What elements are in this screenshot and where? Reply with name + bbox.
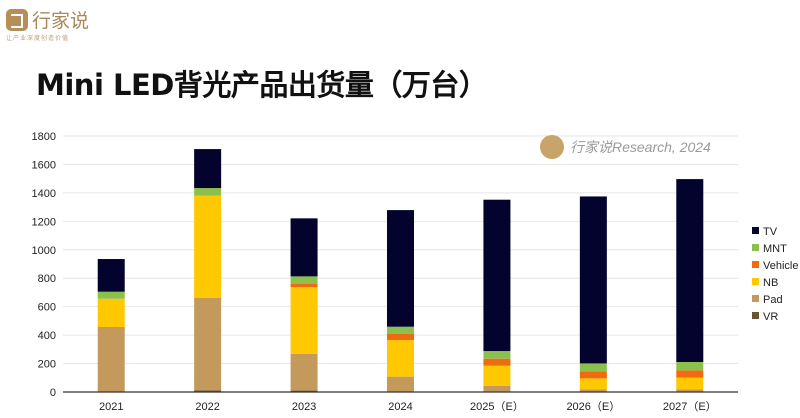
x-tick-label: 2022	[195, 401, 219, 413]
bar-nb	[483, 365, 511, 386]
legend-swatch	[752, 244, 759, 251]
x-tick-label: 2021	[99, 401, 123, 413]
chart-title: Mini LED背光产品出货量（万台）	[36, 68, 488, 102]
y-tick-label: 800	[38, 273, 56, 285]
watermark: 行家说Research, 2024	[540, 135, 711, 159]
bar-tv	[194, 149, 222, 189]
legend-label: Pad	[763, 294, 783, 306]
bar-pad	[194, 297, 222, 391]
legend-label: NB	[763, 277, 778, 289]
legend-label: TV	[763, 226, 778, 238]
bar-mnt	[483, 351, 511, 359]
bar-mnt	[194, 188, 222, 196]
watermark-logo-icon	[540, 135, 564, 159]
legend-label: Vehicle	[763, 260, 798, 272]
legend-swatch	[752, 312, 759, 319]
bar-tv	[579, 196, 607, 364]
bar-vehicle	[676, 370, 704, 378]
bar-vehicle	[483, 358, 511, 366]
brand-slogan: 让产业深度创造价值	[6, 36, 70, 42]
bar-tv	[97, 259, 125, 292]
brand-name: 行家说	[32, 10, 90, 32]
watermark-text: 行家说Research, 2024	[570, 139, 711, 155]
y-tick-label: 0	[50, 387, 56, 399]
legend-label: MNT	[763, 243, 787, 255]
x-tick-label: 2024	[388, 401, 412, 413]
x-tick-label: 2027（E）	[663, 400, 717, 413]
bar-vr	[290, 390, 318, 392]
legend-label: VR	[763, 311, 778, 323]
bar-nb	[676, 377, 704, 390]
bar-vehicle	[387, 333, 414, 341]
legend-swatch	[752, 261, 759, 268]
bar-nb	[290, 287, 318, 354]
y-tick-label: 400	[38, 330, 56, 342]
bar-nb	[579, 378, 607, 390]
x-tick-label: 2023	[292, 401, 316, 413]
legend-swatch	[752, 278, 759, 285]
y-tick-label: 1400	[32, 188, 56, 200]
bar-nb	[387, 340, 414, 377]
bar-tv	[483, 199, 511, 352]
y-tick-label: 600	[38, 302, 56, 314]
y-tick-label: 200	[38, 359, 56, 371]
logo-icon	[6, 8, 28, 31]
legend-swatch	[752, 295, 759, 302]
y-tick-label: 1600	[32, 159, 56, 171]
bar-vr	[194, 390, 222, 392]
bar-pad	[579, 389, 607, 392]
bar-mnt	[579, 363, 607, 372]
bar-nb	[194, 195, 222, 298]
y-tick-label: 1000	[32, 245, 56, 257]
bar-pad	[97, 327, 125, 392]
legend-swatch	[752, 227, 759, 234]
brand-logo: 行家说	[6, 6, 89, 33]
bar-pad	[387, 376, 414, 392]
bar-tv	[387, 210, 414, 327]
bar-pad	[676, 389, 704, 392]
bar-nb	[97, 298, 125, 328]
x-tick-label: 2026（E）	[566, 400, 620, 413]
bar-pad	[290, 353, 318, 391]
x-tick-label: 2025（E）	[470, 400, 524, 413]
bar-mnt	[387, 326, 414, 334]
y-tick-label: 1800	[32, 131, 56, 143]
bar-mnt	[97, 291, 125, 299]
y-tick-label: 1200	[32, 216, 56, 228]
bar-mnt	[676, 361, 704, 371]
bar-pad	[483, 385, 511, 392]
bar-vehicle	[579, 371, 607, 379]
bar-tv	[290, 218, 318, 277]
bar-vehicle	[290, 283, 318, 288]
bar-tv	[676, 179, 704, 362]
bar-mnt	[290, 276, 318, 284]
